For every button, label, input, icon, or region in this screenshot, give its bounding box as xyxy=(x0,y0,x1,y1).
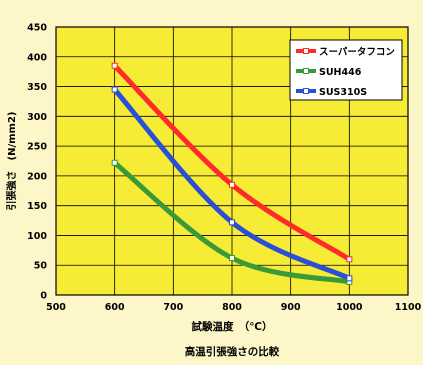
y-tick-label: 250 xyxy=(27,142,47,153)
y-tick-label: 0 xyxy=(40,291,47,302)
data-point xyxy=(229,255,235,262)
data-points xyxy=(111,62,353,285)
x-tick-label: 500 xyxy=(46,302,66,313)
legend-marker xyxy=(303,48,309,54)
x-tick-labels: 500 600 700 800 900 1000 1100 xyxy=(46,302,422,313)
x-tick-label: 700 xyxy=(163,302,183,313)
data-point xyxy=(111,86,118,93)
x-tick-label: 600 xyxy=(105,302,125,313)
y-tick-label: 350 xyxy=(27,82,47,93)
y-tick-labels: 0 50 100 150 200 250 300 350 400 450 xyxy=(27,23,47,302)
legend-label: SUH446 xyxy=(319,67,362,78)
legend-marker xyxy=(303,68,309,74)
y-tick-label: 100 xyxy=(27,231,47,242)
legend: スーパータフコン SUH446 SUS310S xyxy=(289,39,403,101)
x-tick-label: 900 xyxy=(281,302,301,313)
y-tick-label: 200 xyxy=(27,171,47,182)
x-tick-label: 800 xyxy=(222,302,242,313)
legend-label: SUS310S xyxy=(319,87,367,98)
y-axis-label: 引張強さ (N/mm2) xyxy=(5,112,18,211)
y-tick-label: 300 xyxy=(27,112,47,123)
y-tick-label: 150 xyxy=(27,201,47,212)
data-point xyxy=(346,275,353,282)
y-tick-label: 400 xyxy=(27,52,47,63)
legend-marker xyxy=(303,88,309,94)
x-tick-label: 1100 xyxy=(395,302,422,313)
x-tick-label: 1000 xyxy=(336,302,363,313)
data-point xyxy=(229,219,235,226)
data-point xyxy=(346,256,353,263)
y-tick-label: 50 xyxy=(34,261,48,272)
chart-caption: 高温引張強さの比較 xyxy=(185,345,280,358)
data-point xyxy=(229,181,235,188)
y-tick-label: 450 xyxy=(27,23,47,34)
data-point xyxy=(111,62,118,69)
data-point xyxy=(111,159,118,166)
legend-label: スーパータフコン xyxy=(319,46,395,58)
x-axis-label: 試験温度 （℃） xyxy=(192,320,273,333)
